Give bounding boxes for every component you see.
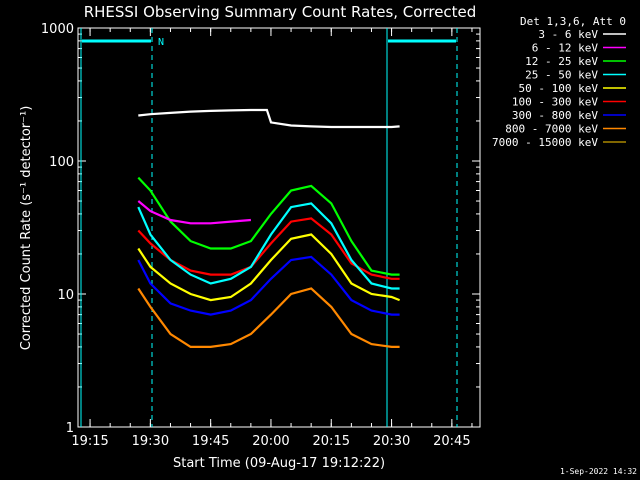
x-tick-label: 20:30 (373, 434, 410, 449)
y-tick-label: 1 (66, 421, 74, 436)
legend-label: 50 - 100 keV (519, 82, 599, 95)
plot-frame (77, 27, 481, 428)
y-tick-label: 1000 (41, 22, 74, 37)
legend-label: 7000 - 15000 keV (492, 136, 598, 149)
x-tick-label: 20:45 (433, 434, 470, 449)
legend-label: 25 - 50 keV (525, 69, 598, 82)
series-line-12-25-kev (137, 176, 400, 276)
legend-label: 800 - 7000 keV (505, 123, 598, 136)
x-tick-label: 19:30 (132, 434, 169, 449)
legend-label: 100 - 300 keV (512, 96, 598, 109)
y-tick-label: 100 (49, 155, 74, 170)
x-tick-label: 19:45 (192, 434, 229, 449)
legend-label: 6 - 12 keV (532, 42, 599, 55)
series-group (137, 108, 400, 348)
y-axis-label: Corrected Count Rate (s⁻¹ detector⁻¹) (19, 106, 34, 351)
series-line-6-12-kev (137, 200, 251, 225)
series-line-3-6-kev (138, 108, 400, 129)
observing-intervals: N (80, 28, 458, 427)
x-axis-label: Start Time (09-Aug-17 19:12:22) (173, 456, 385, 471)
x-axis: 19:15 19:30 19:45 20:00 20:15 20:30 20:45 (71, 28, 473, 449)
series-line-50-100-kev (137, 233, 400, 302)
y-tick-label: 10 (57, 288, 74, 303)
x-tick-label: 20:15 (313, 434, 350, 449)
series-line-800-7000-kev (137, 287, 400, 348)
legend-header: Det 1,3,6, Att 0 (520, 15, 626, 28)
series-line-25-50-kev (137, 202, 400, 290)
x-tick-label: 20:00 (252, 434, 289, 449)
x-tick-label: 19:15 (71, 434, 108, 449)
chart-title: RHESSI Observing Summary Count Rates, Co… (84, 3, 477, 21)
footer-timestamp: 1-Sep-2022 14:32 (560, 467, 637, 476)
legend-label: 3 - 6 keV (538, 28, 598, 41)
legend-label: 12 - 25 keV (525, 55, 598, 68)
y-axis: 1 10 100 1000 (41, 22, 480, 436)
saa-night-flag: N (158, 37, 164, 48)
legend-label: 300 - 800 keV (512, 109, 598, 122)
series-line-300-800-kev (137, 255, 400, 316)
